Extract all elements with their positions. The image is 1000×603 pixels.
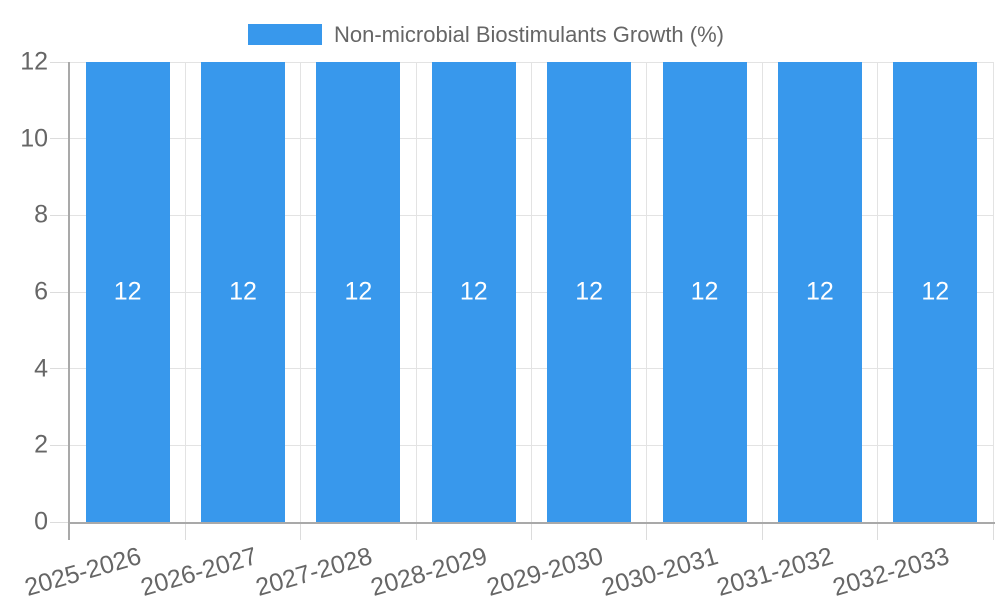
- x-axis-tick: [531, 522, 532, 540]
- bar[interactable]: 12: [431, 62, 516, 522]
- x-gridline: [531, 62, 532, 522]
- x-axis-tick: [300, 522, 302, 540]
- bar[interactable]: 12: [85, 62, 170, 522]
- y-axis-tick: [50, 138, 70, 140]
- y-axis-tick-label: 4: [34, 354, 48, 383]
- y-axis-tick: [50, 521, 70, 523]
- bar-value-label: 12: [113, 277, 142, 306]
- bar-value-label: 12: [806, 277, 834, 306]
- bar[interactable]: 12: [547, 62, 632, 522]
- bar-value-label: 12: [229, 277, 257, 306]
- x-gridline: [184, 62, 186, 522]
- x-gridline: [992, 62, 994, 522]
- y-axis-tick: [50, 291, 70, 293]
- y-axis-tick-label: 12: [20, 47, 48, 76]
- bar-value-label: 12: [575, 277, 604, 306]
- x-gridline: [646, 62, 648, 522]
- y-axis-tick-label: 6: [34, 277, 48, 306]
- y-axis-line: [68, 62, 70, 540]
- x-axis-tick: [184, 522, 186, 540]
- y-axis-tick-label: 10: [20, 124, 48, 153]
- plot-area: 0 2 4 6 8 10 12 12 2025-2026 12 2026-2027 12 2027-20…: [20, 48, 995, 602]
- x-axis-tick-label: 2028-2029: [367, 542, 491, 602]
- chart-legend: Non-microbial Biostimulants Growth (%): [0, 22, 1000, 46]
- x-gridline: [300, 62, 302, 522]
- x-gridline: [415, 62, 417, 522]
- bar[interactable]: 12: [201, 62, 286, 522]
- bar-value-label: 12: [690, 277, 719, 306]
- x-axis-tick-label: 2030-2031: [598, 542, 722, 602]
- x-axis-tick-label: 2031-2032: [714, 542, 837, 602]
- legend-label: Non-microbial Biostimulants Growth (%): [334, 22, 724, 47]
- bar-value-label: 12: [921, 277, 950, 306]
- x-gridline: [877, 62, 879, 522]
- bar[interactable]: 12: [777, 62, 862, 522]
- y-axis-tick-label: 0: [34, 507, 48, 536]
- x-axis-tick-label: 2025-2026: [21, 542, 145, 602]
- x-axis-line: [68, 522, 995, 524]
- x-axis-tick: [877, 522, 879, 540]
- bar[interactable]: 12: [893, 62, 978, 522]
- bar[interactable]: 12: [316, 62, 401, 522]
- x-gridline: [761, 62, 763, 522]
- x-axis-tick-label: 2029-2030: [483, 542, 606, 602]
- x-axis-tick-label: 2026-2027: [137, 542, 260, 602]
- x-axis-tick: [992, 522, 994, 540]
- x-axis-tick-label: 2032-2033: [829, 542, 953, 602]
- y-axis-tick: [50, 444, 70, 446]
- bar-value-label: 12: [344, 277, 373, 306]
- y-axis-tick-label: 8: [34, 200, 48, 229]
- bar-value-label: 12: [459, 277, 488, 306]
- legend-swatch-icon: [248, 23, 322, 45]
- y-axis-tick: [50, 214, 70, 216]
- x-axis-tick-label: 2027-2028: [252, 542, 376, 602]
- y-axis-tick: [50, 368, 70, 370]
- x-axis-tick: [415, 522, 417, 540]
- x-axis-tick: [761, 522, 763, 540]
- y-axis-tick-label: 2: [34, 430, 48, 459]
- x-axis-tick: [646, 522, 648, 540]
- bar[interactable]: 12: [662, 62, 747, 522]
- y-axis-tick: [50, 61, 70, 63]
- legend-item[interactable]: Non-microbial Biostimulants Growth (%): [248, 22, 724, 46]
